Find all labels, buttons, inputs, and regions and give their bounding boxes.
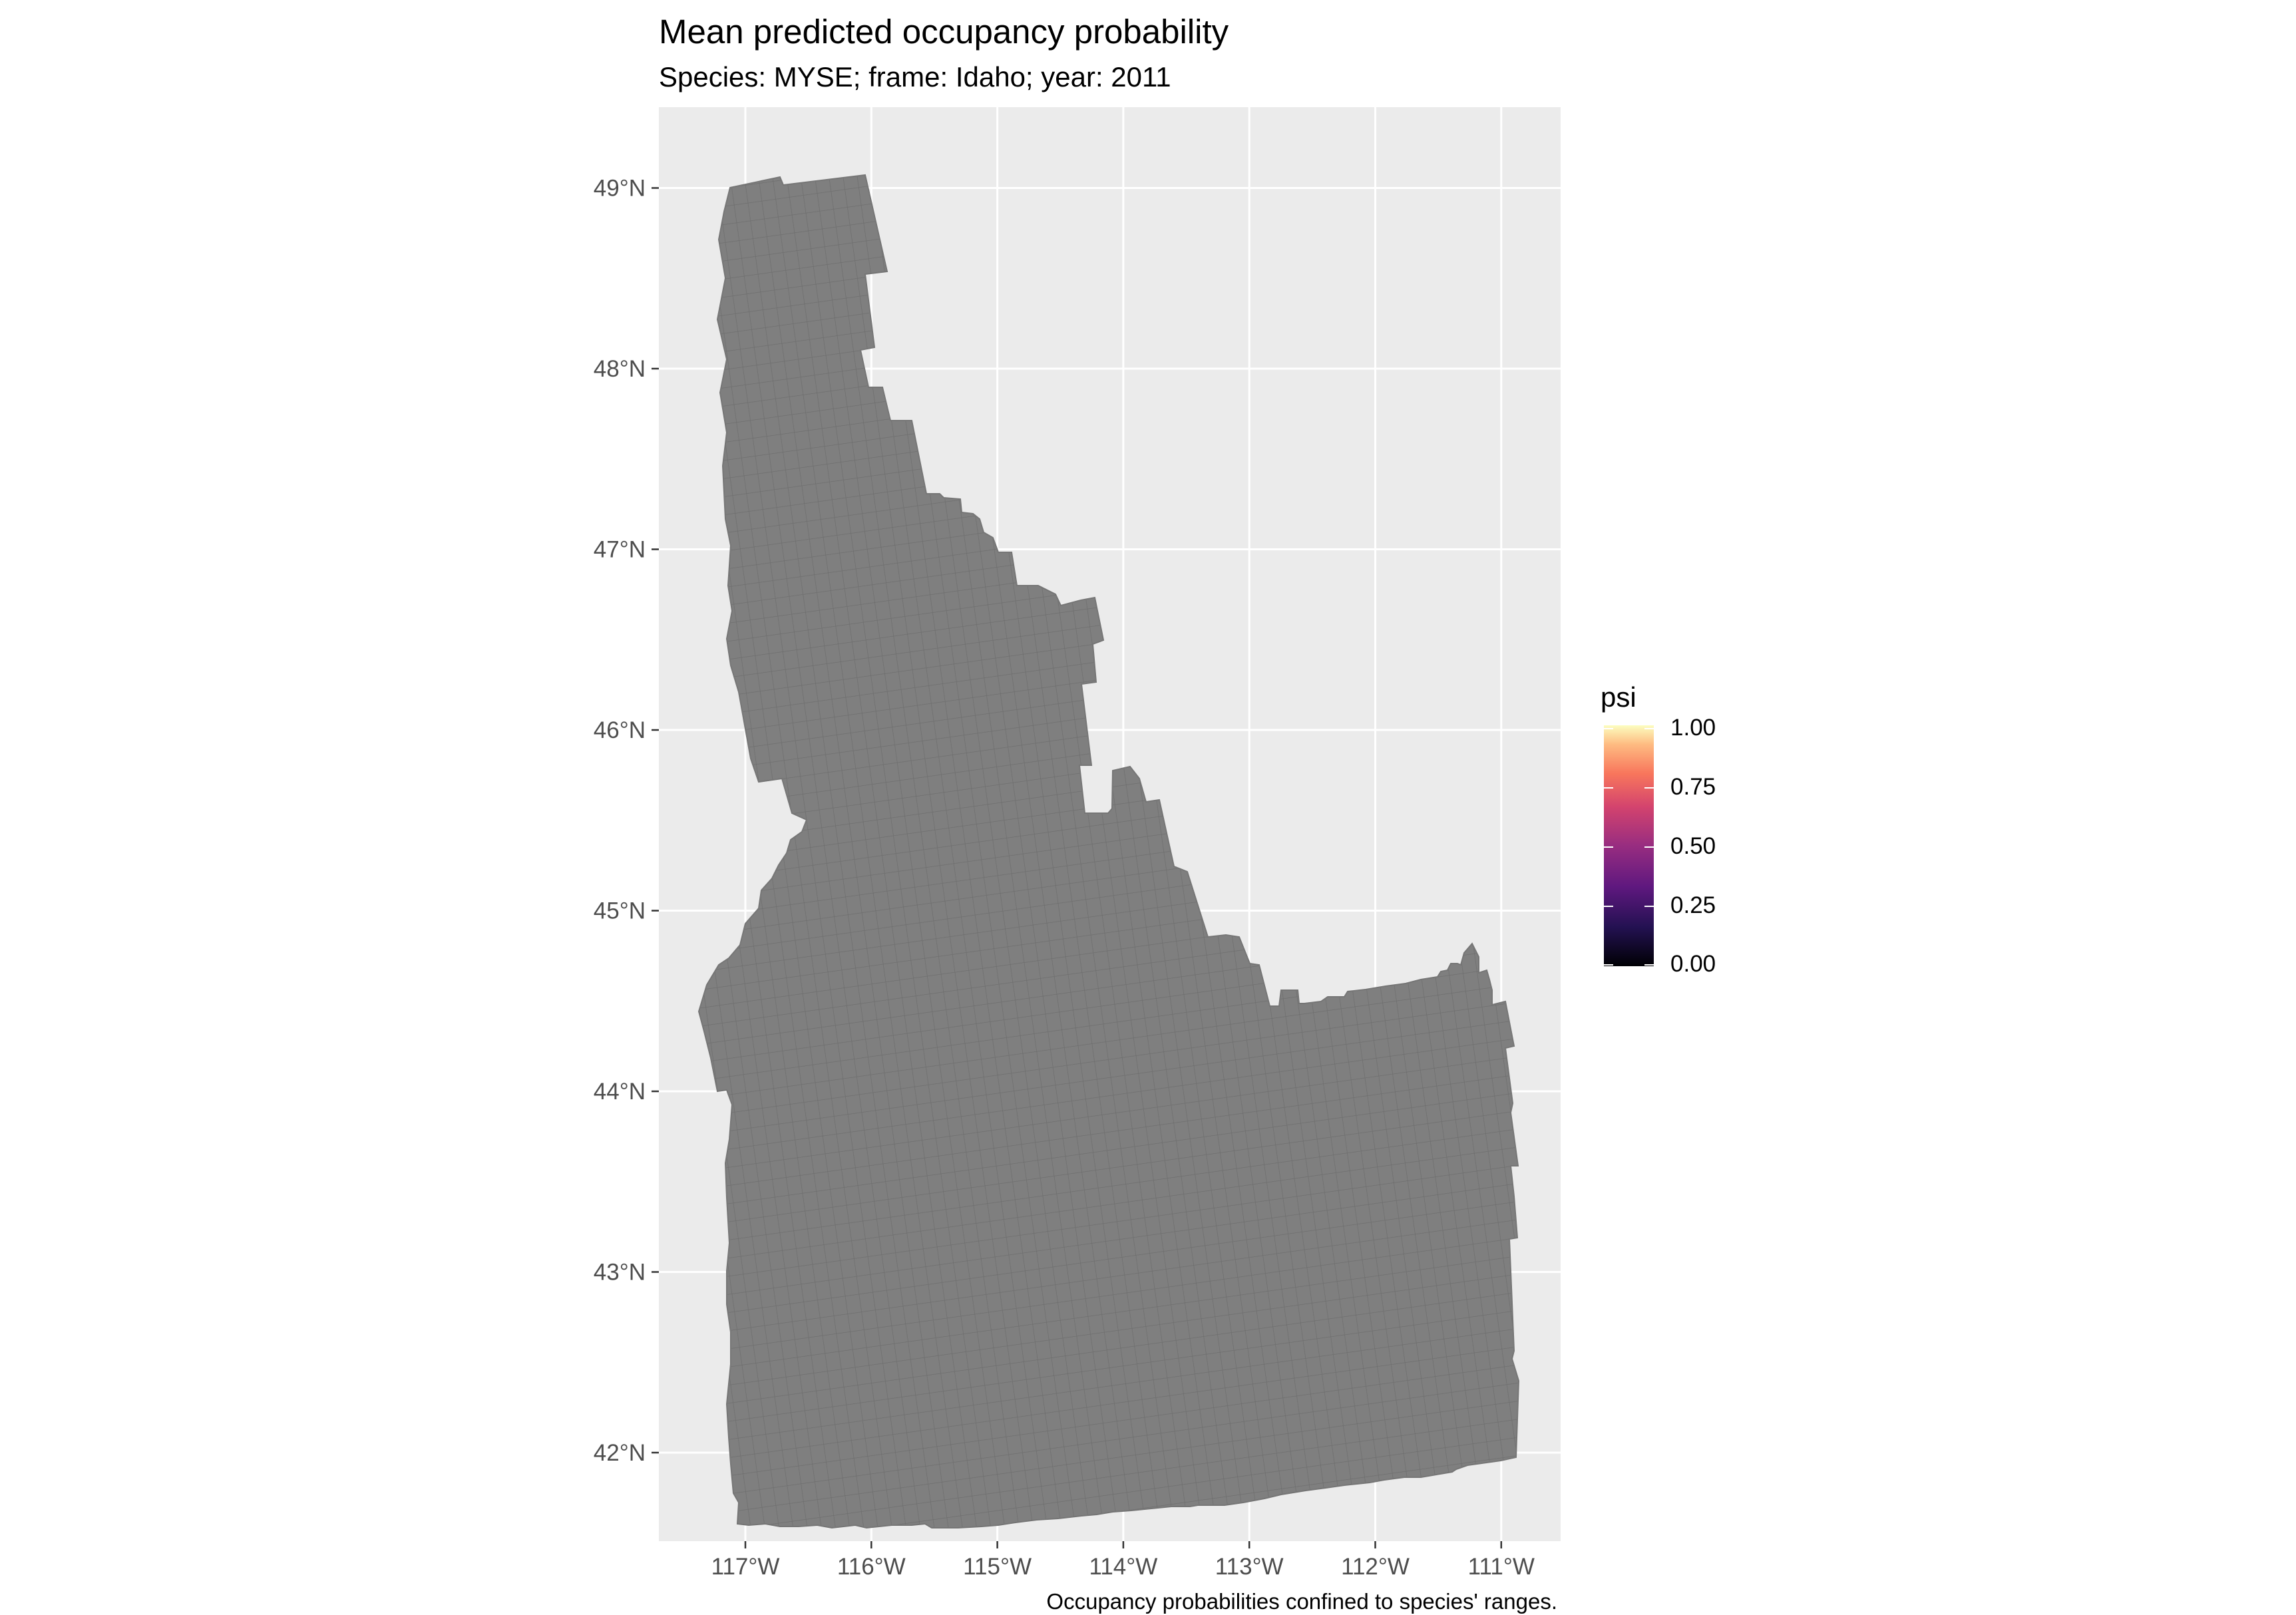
y-axis-label: 42°N xyxy=(594,1440,646,1466)
chart-caption: Occupancy probabilities confined to spec… xyxy=(1046,1589,1557,1614)
legend-label-1: 1.00 xyxy=(1670,715,1716,741)
legend-tick xyxy=(1604,728,1654,729)
idaho-region-cells xyxy=(697,174,1520,1529)
map-axes: 117°W 116°W 115°W 114°W 113°W 112°W 111°W 49°N 4… xyxy=(594,176,1535,1580)
y-axis-label: 47°N xyxy=(594,537,646,563)
y-axis-label: 44°N xyxy=(594,1079,646,1105)
legend-colorbar xyxy=(1604,725,1654,966)
x-axis-label: 115°W xyxy=(963,1554,1032,1580)
x-axis-label: 112°W xyxy=(1341,1554,1410,1580)
x-axis-label: 114°W xyxy=(1089,1554,1157,1580)
y-axis-label: 49°N xyxy=(594,176,646,202)
legend-title: psi xyxy=(1601,681,1636,713)
legend-tick xyxy=(1604,964,1654,966)
legend-label-075: 0.75 xyxy=(1670,774,1716,800)
y-axis-label: 46°N xyxy=(594,717,646,743)
x-axis-label: 113°W xyxy=(1215,1554,1284,1580)
y-axis-label: 45°N xyxy=(594,898,646,924)
x-axis-label: 111°W xyxy=(1468,1554,1535,1580)
legend-tick xyxy=(1604,906,1654,907)
x-axis-label: 117°W xyxy=(711,1554,780,1580)
x-axis-label: 116°W xyxy=(837,1554,906,1580)
legend-tick xyxy=(1604,846,1654,848)
chart-subtitle: Species: MYSE; frame: Idaho; year: 2011 xyxy=(659,61,1171,92)
legend-tick xyxy=(1604,787,1654,789)
legend-label-05: 0.50 xyxy=(1670,833,1716,859)
chart-title: Mean predicted occupancy probability xyxy=(659,13,1229,51)
y-axis-label: 48°N xyxy=(594,356,646,382)
legend-label-025: 0.25 xyxy=(1670,892,1716,918)
y-axis-label: 43°N xyxy=(594,1260,646,1286)
legend-label-0: 0.00 xyxy=(1670,951,1716,977)
